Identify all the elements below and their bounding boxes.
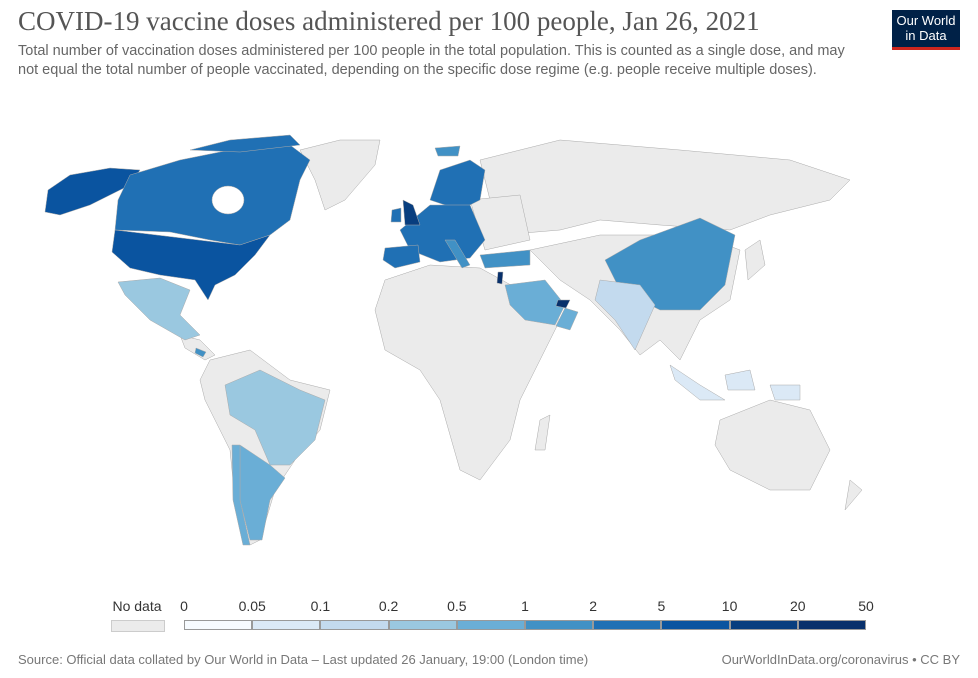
legend-tick-label: 20: [790, 598, 806, 614]
country-united-kingdom[interactable]: [402, 199, 421, 226]
owid-logo[interactable]: Our World in Data: [892, 10, 960, 50]
legend-tick-label: 2: [589, 598, 598, 614]
world-map[interactable]: [0, 110, 978, 590]
country-new-zealand[interactable]: [844, 479, 863, 511]
legend-bin[interactable]: [661, 620, 730, 630]
country-spain[interactable]: [382, 244, 421, 269]
legend-bin[interactable]: [252, 620, 321, 630]
country-australia[interactable]: [714, 399, 831, 491]
country-saudi-arabia[interactable]: [504, 279, 566, 326]
country-israel[interactable]: [496, 271, 504, 285]
hudson-bay: [211, 185, 245, 215]
legend-bin[interactable]: [320, 620, 389, 630]
legend-no-data-swatch[interactable]: [111, 620, 165, 632]
country-greenland[interactable]: [299, 139, 381, 211]
legend-bin[interactable]: [729, 620, 798, 630]
country-oman[interactable]: [555, 307, 579, 331]
chart-subtitle: Total number of vaccination doses admini…: [18, 43, 845, 78]
country-central-america[interactable]: [179, 334, 216, 361]
country-italy[interactable]: [444, 239, 471, 269]
legend-bin[interactable]: [456, 620, 525, 630]
legend-bin[interactable]: [525, 620, 594, 630]
legend-tick-label: 0.05: [238, 598, 266, 614]
country-africa[interactable]: [374, 264, 561, 481]
country-alaska[interactable]: [44, 167, 141, 216]
credit-link[interactable]: OurWorldInData.org/coronavirus • CC BY: [721, 652, 960, 667]
legend-bin[interactable]: [797, 620, 866, 630]
country-ireland[interactable]: [390, 207, 402, 223]
country-united-states[interactable]: [111, 229, 271, 301]
country-japan[interactable]: [744, 239, 766, 281]
country-united-arab-emirates[interactable]: [555, 299, 571, 309]
legend-bin[interactable]: [388, 620, 457, 630]
legend-tick-label: 1: [521, 598, 529, 614]
country-costa-rica[interactable]: [194, 347, 207, 358]
country-russia[interactable]: [479, 139, 851, 236]
legend-tick-label: 10: [721, 598, 738, 614]
legend-tick-label: 0.5: [447, 598, 467, 614]
country-madagascar[interactable]: [534, 414, 551, 451]
legend-tick-label: 0.1: [310, 598, 331, 614]
chart-title: COVID-19 vaccine doses administered per …: [18, 6, 760, 36]
country-india[interactable]: [594, 279, 656, 351]
legend-tick-label: 0: [180, 598, 188, 614]
country-brazil[interactable]: [224, 369, 326, 466]
legend-tick-label: 50: [858, 598, 874, 614]
legend-tick-label: 0.2: [378, 598, 399, 614]
legend-bin[interactable]: [593, 620, 662, 630]
country-mexico[interactable]: [117, 277, 201, 341]
country-iceland[interactable]: [434, 145, 461, 157]
country-turkey[interactable]: [479, 249, 531, 269]
legend-tick-label: 5: [657, 598, 666, 614]
country-chile[interactable]: [231, 444, 251, 546]
country-canada-islands[interactable]: [189, 134, 301, 153]
country-indonesia[interactable]: [669, 364, 801, 401]
legend-no-data-label: No data: [112, 598, 162, 614]
country-canada[interactable]: [114, 144, 311, 246]
source-note: Source: Official data collated by Our Wo…: [18, 652, 589, 667]
legend-bin[interactable]: [184, 620, 253, 630]
